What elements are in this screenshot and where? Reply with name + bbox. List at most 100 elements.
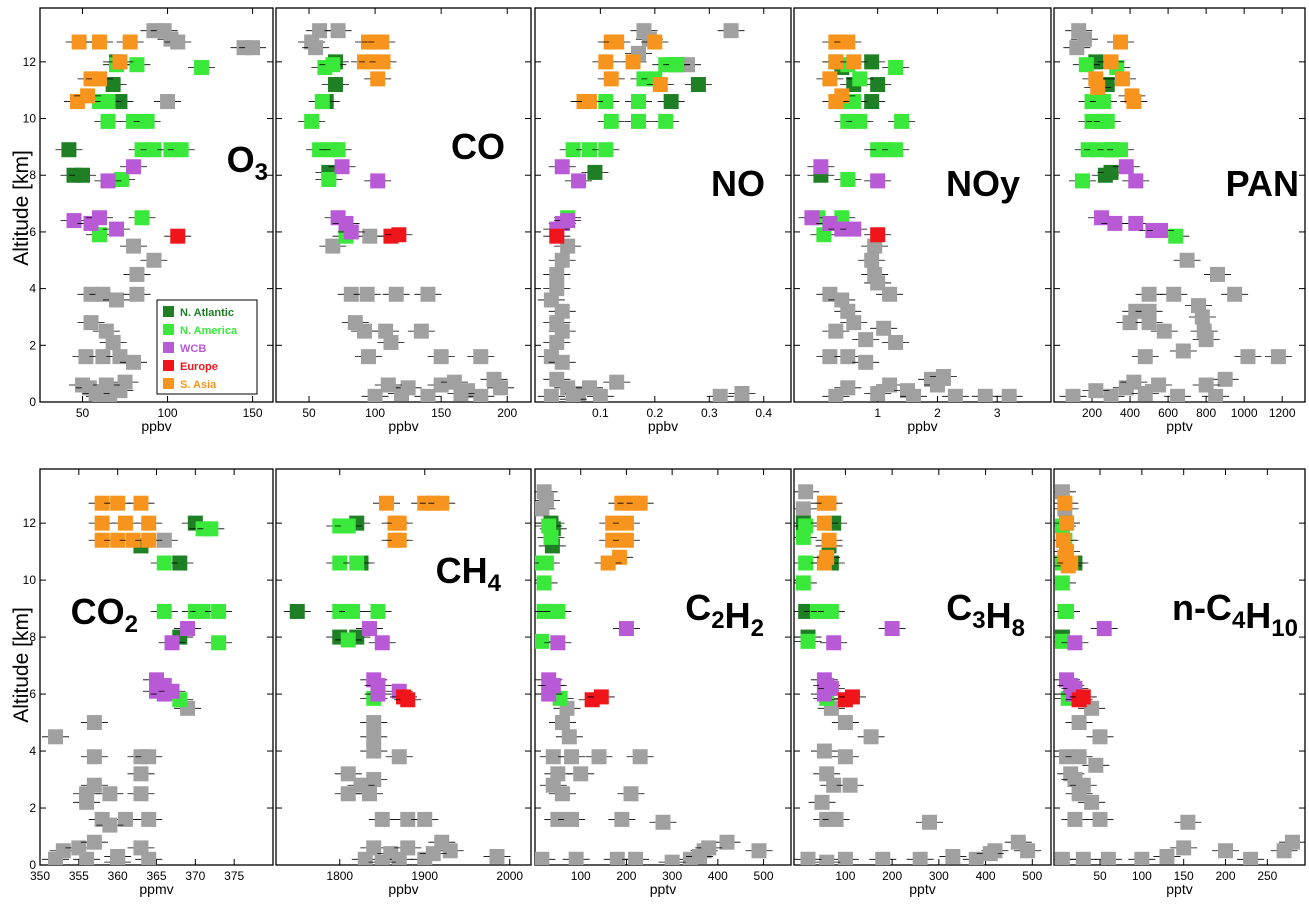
x-tick-label: 100 bbox=[365, 406, 385, 420]
data-point bbox=[156, 532, 172, 548]
data-point bbox=[554, 354, 570, 370]
data-point bbox=[95, 286, 111, 302]
data-point bbox=[1134, 851, 1150, 865]
y-tick-label: 8 bbox=[29, 168, 36, 182]
x-tick-label: 3 bbox=[994, 406, 1001, 420]
y-tick-label: 2 bbox=[29, 338, 36, 352]
data-point bbox=[549, 334, 565, 350]
panel-7: 100 200 300 400 500 pptv C2H2 bbox=[534, 468, 792, 897]
data-point bbox=[658, 113, 674, 129]
data-point bbox=[1092, 811, 1108, 827]
data-point bbox=[609, 374, 625, 390]
data-point bbox=[870, 173, 886, 189]
data-point bbox=[1084, 794, 1100, 810]
data-point bbox=[719, 834, 735, 850]
panel-3: 1 2 3 ppbv NOy bbox=[793, 7, 1052, 434]
data-point bbox=[837, 851, 853, 865]
data-point bbox=[400, 692, 416, 708]
data-point bbox=[605, 532, 621, 548]
species-label: PAN bbox=[1226, 163, 1299, 204]
data-point bbox=[388, 286, 404, 302]
series-n-america bbox=[298, 57, 360, 244]
data-point bbox=[48, 729, 64, 745]
data-point bbox=[875, 851, 891, 865]
data-point bbox=[823, 603, 839, 619]
data-point bbox=[876, 320, 892, 336]
data-point bbox=[1210, 266, 1226, 282]
data-point bbox=[71, 34, 87, 50]
x-tick-label: 0.3 bbox=[701, 406, 718, 420]
series-wcb bbox=[543, 159, 593, 237]
data-point bbox=[800, 633, 816, 649]
data-point bbox=[141, 515, 157, 531]
data-point bbox=[554, 323, 570, 339]
data-point bbox=[701, 840, 717, 856]
x-tick-label: 800 bbox=[1196, 406, 1216, 420]
data-point bbox=[334, 159, 350, 175]
data-point bbox=[473, 349, 489, 365]
data-point bbox=[1141, 315, 1157, 331]
series-s-asia bbox=[373, 495, 456, 548]
legend-swatch bbox=[163, 378, 174, 389]
series-europe bbox=[864, 227, 892, 243]
data-point bbox=[834, 210, 850, 226]
data-point bbox=[1194, 309, 1210, 325]
data-point bbox=[864, 252, 880, 268]
data-point bbox=[826, 777, 842, 793]
data-point bbox=[374, 635, 390, 651]
data-point bbox=[1159, 848, 1175, 864]
series-n-america bbox=[794, 518, 845, 706]
data-point bbox=[378, 323, 394, 339]
series-s-asia bbox=[816, 34, 868, 110]
x-tick-label: 1200 bbox=[1269, 406, 1296, 420]
data-point bbox=[1057, 495, 1073, 511]
x-tick-label: 100 bbox=[835, 869, 855, 883]
data-point bbox=[598, 142, 614, 158]
data-point bbox=[110, 495, 126, 511]
data-point bbox=[912, 851, 928, 865]
data-point bbox=[1103, 164, 1119, 180]
data-point bbox=[822, 215, 838, 231]
data-point bbox=[100, 113, 116, 129]
series-s-asia bbox=[351, 34, 397, 87]
data-point bbox=[554, 159, 570, 175]
data-point bbox=[535, 501, 550, 517]
data-point bbox=[129, 266, 145, 282]
x-tick-label: 150 bbox=[1174, 869, 1194, 883]
data-point bbox=[605, 515, 621, 531]
species-label: NO bbox=[711, 163, 765, 204]
data-point bbox=[80, 88, 96, 104]
data-point bbox=[314, 94, 330, 110]
data-point bbox=[550, 766, 566, 782]
data-point bbox=[366, 743, 382, 759]
data-point bbox=[359, 286, 375, 302]
plot-frame bbox=[534, 7, 792, 403]
data-point bbox=[814, 794, 830, 810]
data-point bbox=[664, 854, 680, 865]
data-point bbox=[554, 303, 570, 319]
data-point bbox=[366, 772, 382, 788]
data-point bbox=[160, 94, 176, 110]
x-tick-label: 350 bbox=[30, 869, 50, 883]
data-point bbox=[453, 385, 469, 401]
y-axis-label-bottom: Altitude [km] bbox=[10, 607, 33, 723]
data-point bbox=[550, 811, 566, 827]
data-point bbox=[360, 349, 376, 365]
data-point bbox=[821, 495, 837, 511]
data-point bbox=[1063, 555, 1079, 571]
data-point bbox=[340, 766, 356, 782]
data-point bbox=[554, 252, 570, 268]
data-point bbox=[129, 286, 145, 302]
data-point bbox=[798, 484, 814, 500]
panel-4: 200 400 600 800 1000 1200 pptv PAN bbox=[1053, 7, 1306, 434]
data-point bbox=[535, 851, 550, 865]
data-point bbox=[614, 811, 630, 827]
data-point bbox=[391, 227, 407, 243]
data-point bbox=[821, 532, 837, 548]
data-point bbox=[71, 840, 87, 856]
series-background bbox=[1059, 23, 1292, 402]
legend-swatch bbox=[163, 342, 174, 353]
data-point bbox=[114, 171, 130, 187]
series-background bbox=[298, 23, 515, 402]
data-point bbox=[543, 529, 559, 545]
